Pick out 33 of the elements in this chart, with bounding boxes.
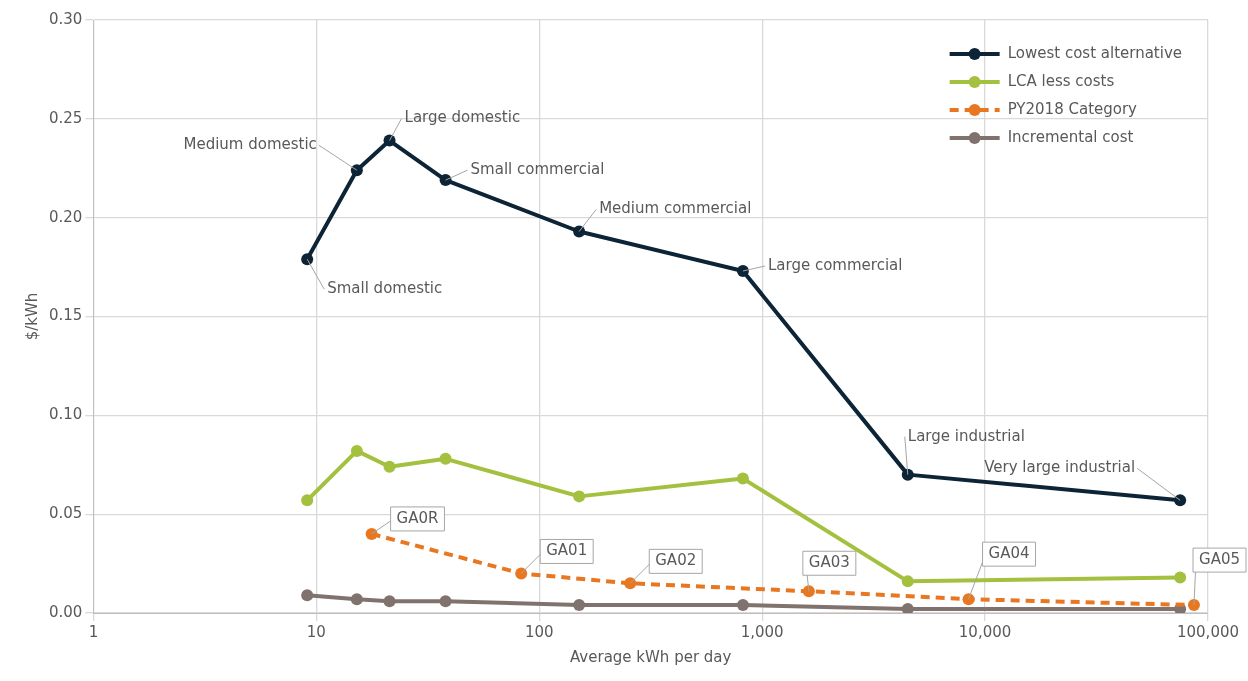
y-tick-label: 0.00: [48, 602, 83, 621]
annotation: GA05: [1199, 549, 1241, 568]
annotation: Large domestic: [404, 108, 521, 127]
y-tick-label: 0.15: [48, 306, 83, 325]
x-tick-label: 1,000: [740, 622, 784, 641]
x-tick-label: 10,000: [958, 622, 1012, 641]
y-tick-label: 0.20: [48, 207, 83, 226]
annotation: GA04: [988, 544, 1030, 563]
legend-label: Incremental cost: [1007, 127, 1134, 146]
annotation: GA01: [546, 541, 588, 560]
annotation: Small commercial: [470, 160, 605, 178]
y-tick-label: 0.10: [48, 405, 83, 424]
x-axis-title: Average kWh per day: [569, 647, 732, 666]
legend-label: Lowest cost alternative: [1007, 43, 1183, 62]
annotation: GA0R: [396, 508, 439, 527]
annotation: GA02: [655, 551, 697, 570]
annotation: Large commercial: [767, 255, 903, 274]
y-axis-title: $/kWh: [22, 292, 41, 341]
x-tick-label: 100,000: [1176, 622, 1240, 641]
y-tick-label: 0.30: [48, 9, 83, 28]
legend-label: LCA less costs: [1007, 71, 1115, 90]
y-tick-label: 0.25: [48, 108, 83, 127]
y-tick-label: 0.05: [48, 504, 83, 523]
annotation: Large industrial: [907, 426, 1025, 445]
annotation: Medium commercial: [599, 199, 752, 218]
legend-label: PY2018 Category: [1007, 99, 1138, 118]
annotation: Small domestic: [327, 279, 443, 298]
annotation: GA03: [808, 553, 850, 572]
annotation: Medium domestic: [183, 135, 317, 154]
x-tick-label: 1: [88, 622, 99, 641]
annotation: Very large industrial: [984, 458, 1136, 477]
x-tick-label: 100: [524, 622, 554, 641]
x-tick-label: 10: [306, 622, 326, 641]
